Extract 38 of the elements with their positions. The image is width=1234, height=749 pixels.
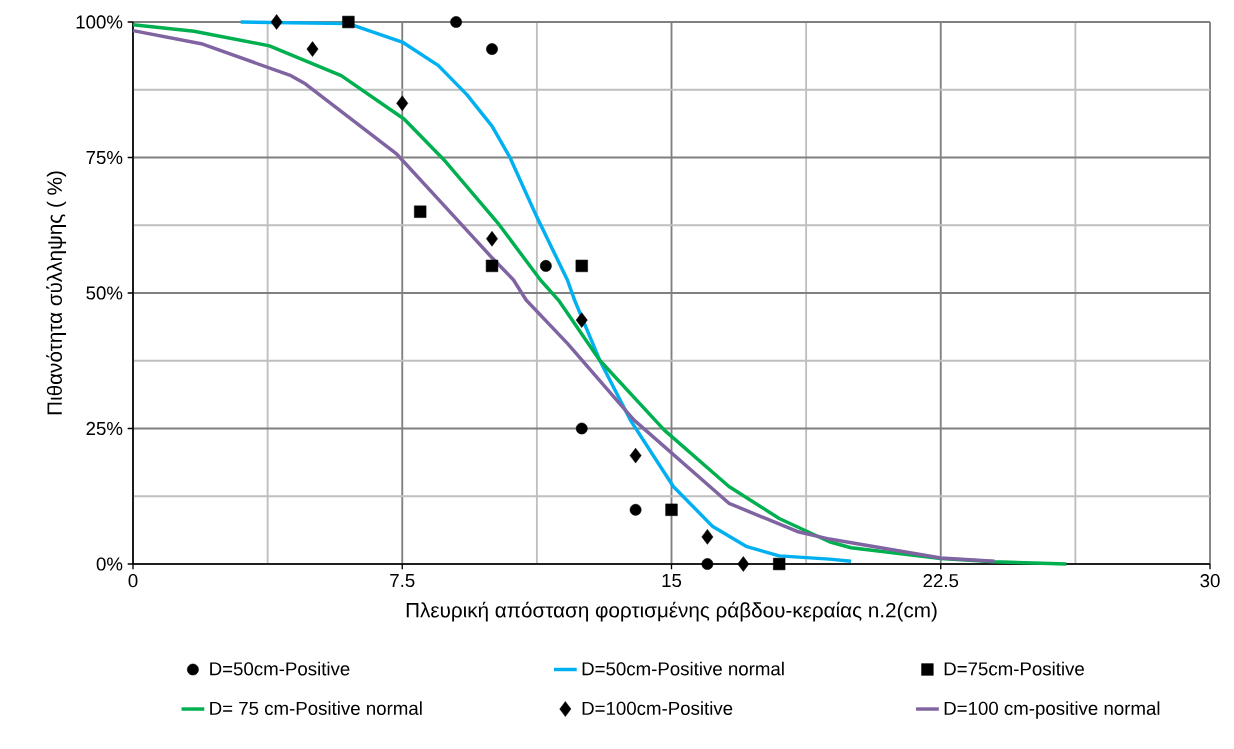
point	[485, 259, 499, 273]
point	[486, 231, 498, 247]
point	[306, 41, 319, 57]
legend-label: D=75cm-Positive	[944, 661, 1084, 676]
point	[575, 312, 588, 328]
point	[629, 447, 642, 464]
point	[629, 503, 642, 516]
x-tick-label: 15	[662, 574, 682, 588]
point	[575, 422, 588, 435]
x-tick-label: 30	[1200, 574, 1220, 588]
point	[665, 503, 678, 516]
point	[342, 15, 355, 29]
point	[450, 16, 462, 28]
point	[539, 260, 552, 272]
x-tick-label: 22.5	[923, 574, 959, 588]
point	[737, 556, 750, 572]
legend-label: D=50cm-Positive normal	[582, 661, 784, 676]
x-tick-label: 0	[128, 574, 138, 588]
y-tick-label: 0%	[96, 557, 123, 571]
y-tick-label: 100%	[76, 15, 123, 29]
point	[396, 95, 409, 112]
legend-label: D=100 cm-positive normal	[944, 701, 1160, 719]
y-axis-title: Πιθανότητα σύλληψης ( %)	[46, 171, 67, 415]
y-tick-label: 25%	[86, 421, 123, 436]
x-axis-title: Πλευρική απόσταση φορτισμένης ράβδου-κεραίας n.2(cm)	[406, 601, 937, 622]
point	[486, 43, 498, 55]
point	[575, 259, 588, 273]
y-tick-label: 50%	[86, 286, 123, 300]
point	[270, 14, 283, 30]
legend-label: D= 75 cm-Positive normal	[210, 701, 422, 715]
point	[701, 558, 714, 570]
y-tick-label: 75%	[86, 150, 123, 165]
legend-label: D=100cm-Positive	[582, 701, 733, 715]
x-tick-label: 7.5	[390, 574, 415, 588]
legend-label: D=50cm-Positive	[210, 661, 350, 676]
point	[773, 557, 786, 571]
point	[414, 205, 427, 218]
point	[701, 529, 714, 545]
